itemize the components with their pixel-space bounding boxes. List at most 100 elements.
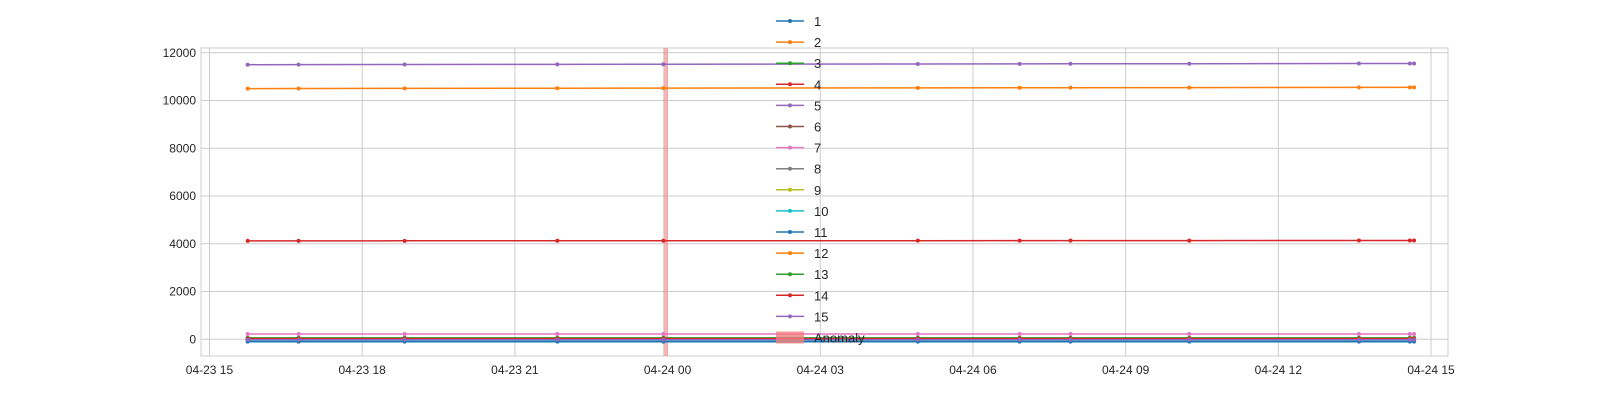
- series-lines: [245, 61, 1417, 344]
- legend-label: 11: [814, 225, 828, 240]
- data-point: [661, 86, 666, 91]
- data-point: [661, 332, 666, 337]
- series-line: [247, 86, 1415, 90]
- data-point: [915, 85, 920, 90]
- data-point: [555, 238, 560, 243]
- data-point: [1412, 85, 1417, 90]
- legend-label: 15: [814, 309, 828, 324]
- data-point: [1407, 85, 1412, 90]
- y-tick-label: 0: [189, 332, 196, 346]
- series-4: [245, 238, 1417, 243]
- data-point: [661, 62, 666, 67]
- data-point: [296, 337, 301, 342]
- y-tick-label: 12000: [163, 46, 197, 60]
- legend-label: 6: [814, 120, 821, 135]
- data-point: [296, 62, 301, 67]
- legend-marker: [788, 314, 792, 319]
- data-point: [402, 238, 407, 243]
- data-point: [1412, 61, 1417, 66]
- anomaly-regions: [663, 48, 668, 356]
- series-5: [245, 61, 1417, 67]
- data-point: [402, 86, 407, 91]
- legend-label: 2: [814, 35, 821, 50]
- data-point: [1017, 337, 1022, 342]
- data-point: [402, 332, 407, 337]
- legend-label: 13: [814, 267, 828, 282]
- data-point: [1187, 238, 1192, 243]
- data-point: [1068, 61, 1073, 66]
- data-point: [1412, 238, 1417, 243]
- data-point: [1017, 85, 1022, 90]
- data-point: [1017, 238, 1022, 243]
- x-tick-label: 04-24 09: [1102, 363, 1150, 377]
- data-point: [402, 62, 407, 67]
- legend-label: 14: [814, 288, 828, 303]
- data-point: [1407, 337, 1412, 342]
- legend-item-11: 11: [776, 225, 828, 240]
- data-point: [555, 332, 560, 337]
- data-point: [296, 238, 301, 243]
- y-tick-label: 8000: [169, 141, 196, 155]
- legend-item-6: 6: [776, 120, 821, 135]
- x-tick-label: 04-24 12: [1255, 363, 1303, 377]
- legend-marker: [788, 251, 792, 256]
- plot-area: [200, 47, 1449, 357]
- legend-item-15: 15: [776, 309, 828, 324]
- legend-label: 3: [814, 56, 821, 71]
- anomaly-region: [663, 48, 668, 356]
- data-point: [1068, 337, 1073, 342]
- legend-item-anomaly: Anomaly: [776, 331, 865, 346]
- legend-label: 9: [814, 183, 821, 198]
- x-tick-label: 04-24 00: [644, 363, 692, 377]
- legend-item-9: 9: [776, 183, 821, 198]
- x-tick-label: 04-24 06: [949, 363, 997, 377]
- data-point: [915, 337, 920, 342]
- legend-marker: [788, 230, 792, 234]
- legend-label: 5: [814, 98, 821, 113]
- y-tick-label: 2000: [169, 285, 196, 299]
- legend-patch: [776, 331, 804, 344]
- data-point: [1412, 332, 1417, 337]
- x-tick-label: 04-24 03: [797, 363, 845, 377]
- legend-label: 12: [814, 246, 828, 261]
- data-point: [1187, 61, 1192, 66]
- data-point: [1068, 238, 1073, 243]
- legend-marker: [788, 187, 792, 192]
- x-tick-label: 04-23 21: [491, 363, 539, 377]
- data-point: [915, 61, 920, 66]
- data-point: [1407, 238, 1412, 243]
- data-point: [915, 332, 920, 337]
- legend-marker: [788, 208, 792, 213]
- data-point: [1187, 337, 1192, 342]
- legend-item-3: 3: [776, 56, 821, 71]
- legend-item-10: 10: [776, 204, 828, 219]
- legend-label: Anomaly: [814, 331, 865, 346]
- legend-marker: [788, 272, 792, 277]
- data-point: [1356, 238, 1361, 243]
- data-point: [555, 337, 560, 342]
- y-axis-tick-labels: 0 2000 4000 6000 8000 10000 12000: [163, 46, 197, 347]
- data-point: [555, 86, 560, 91]
- data-point: [245, 337, 250, 342]
- legend-item-14: 14: [776, 288, 828, 303]
- x-tick-label: 04-23 15: [186, 363, 234, 377]
- legend-marker: [788, 103, 792, 108]
- legend-marker: [788, 40, 792, 45]
- x-tick-label: 04-23 18: [338, 363, 386, 377]
- legend-item-7: 7: [776, 141, 821, 156]
- y-tick-label: 10000: [163, 94, 197, 108]
- legend-label: 10: [814, 204, 828, 219]
- y-tick-label: 4000: [169, 237, 196, 251]
- data-point: [1356, 61, 1361, 66]
- legend-marker: [788, 293, 792, 298]
- legend-label: 8: [814, 162, 821, 177]
- data-point: [245, 238, 250, 243]
- data-point: [296, 332, 301, 337]
- data-point: [1068, 85, 1073, 90]
- data-point: [1068, 332, 1073, 337]
- data-point: [1187, 332, 1192, 337]
- y-tick-label: 6000: [169, 189, 196, 203]
- legend-item-12: 12: [776, 246, 828, 261]
- legend-label: 1: [814, 14, 821, 29]
